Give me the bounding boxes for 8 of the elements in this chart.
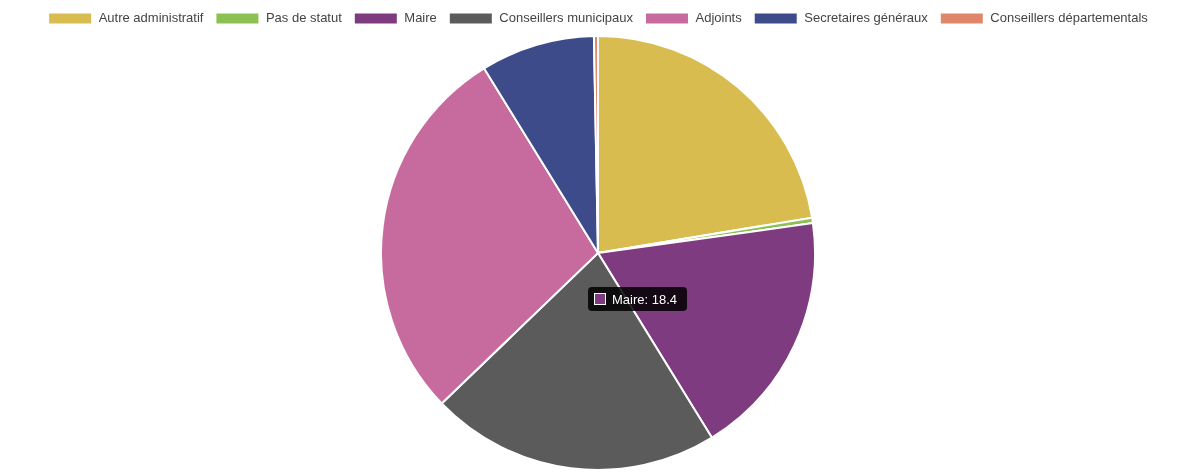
- legend-label: Adjoints: [695, 10, 743, 26]
- legend-label: Pas de statut: [265, 10, 343, 26]
- text: Maire: 18.4: [612, 291, 678, 307]
- legend-label: Conseillers municipaux: [499, 10, 634, 26]
- legend-label: Autre administratif: [98, 10, 204, 26]
- legend-label: Maire: [404, 10, 437, 26]
- legend-label: Secretaires généraux: [804, 10, 929, 26]
- legend-label: Conseillers départementals: [990, 10, 1149, 26]
